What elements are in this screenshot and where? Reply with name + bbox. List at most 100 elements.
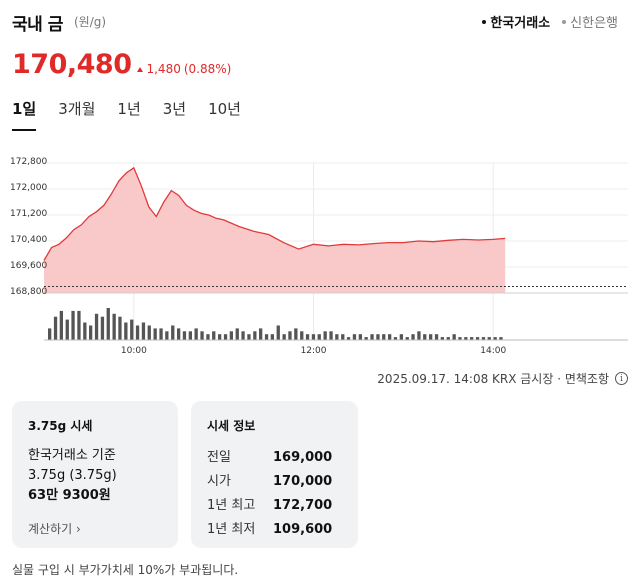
calculate-link[interactable]: 계산하기 › <box>28 522 81 536</box>
volume-bar <box>388 334 392 340</box>
volume-bar <box>118 316 122 340</box>
volume-bar <box>48 328 52 340</box>
y-tick-label: 168,800 <box>10 287 48 297</box>
volume-bar <box>475 337 480 340</box>
volume-bar <box>100 316 105 340</box>
current-price: 170,480 <box>12 49 132 80</box>
volume-bar <box>223 334 228 340</box>
volume-bar <box>206 334 210 340</box>
info-value: 170,000 <box>273 474 333 489</box>
change-amount: 1,480 <box>146 62 181 76</box>
volume-bar <box>229 331 233 340</box>
volume-bar <box>124 322 128 340</box>
page-title: 국내 금 <box>12 15 63 35</box>
volume-bar <box>247 334 251 340</box>
volume-bar <box>83 322 87 340</box>
info-row-1y-low: 1년 최저 109,600 <box>207 518 342 542</box>
volume-bar <box>218 334 222 340</box>
volume-bar <box>270 334 274 340</box>
volume-bar <box>446 337 450 340</box>
price-row: 170,480 1,480 (0.88%) <box>12 44 231 80</box>
header: 국내 금 (원/g) 한국거래소 신한은행 <box>12 10 628 36</box>
card1-weight: 3.75g (3.75g) <box>28 468 117 483</box>
volume-bar <box>94 313 99 340</box>
info-icon[interactable]: i <box>615 372 628 385</box>
volume-bar <box>106 308 110 340</box>
volume-bar <box>458 337 462 340</box>
card-3.75g-price: 3.75g 시세 한국거래소 기준 3.75g (3.75g) 63만 9300… <box>12 401 178 548</box>
y-tick-label: 172,800 <box>10 157 48 167</box>
info-label: 전일 <box>207 450 231 465</box>
volume-bar <box>358 334 362 340</box>
info-label: 1년 최저 <box>207 522 256 537</box>
volume-bar <box>147 325 151 340</box>
volume-bar <box>241 331 245 340</box>
tab-3y[interactable]: 3년 <box>162 100 187 118</box>
volume-bar <box>423 334 427 340</box>
tab-1d[interactable]: 1일 <box>12 98 37 131</box>
card-price-info: 시세 정보 전일 169,000 시가 170,000 1년 최고 172,70… <box>191 401 358 548</box>
volume-bar <box>464 337 468 340</box>
volume-bar <box>493 337 497 340</box>
info-row-1y-high: 1년 최고 172,700 <box>207 494 342 518</box>
volume-bar <box>171 325 175 340</box>
volume-bar <box>165 331 169 340</box>
volume-bar <box>352 334 357 340</box>
volume-bar <box>159 328 163 340</box>
volume-bar <box>77 310 81 340</box>
volume-bar <box>200 331 204 340</box>
volume-bar <box>417 331 421 340</box>
info-label: 시가 <box>207 474 231 489</box>
volume-bar <box>329 331 333 340</box>
volume-bar <box>305 334 310 340</box>
volume-bar <box>212 331 216 340</box>
volume-bar <box>364 337 368 340</box>
card1-price: 63만 9300원 <box>28 488 111 503</box>
volume-bar <box>323 331 327 340</box>
volume-bar <box>393 337 398 340</box>
volume-bar <box>481 337 486 340</box>
volume-bar <box>177 328 181 340</box>
source-krx[interactable]: 한국거래소 <box>482 12 550 31</box>
volume-bar <box>311 334 316 340</box>
tab-1y[interactable]: 1년 <box>117 100 141 118</box>
volume-bar <box>317 334 321 340</box>
tab-3m[interactable]: 3개월 <box>58 100 96 118</box>
volume-bar <box>440 337 444 340</box>
volume-bar <box>376 334 380 340</box>
unit-label: (원/g) <box>74 15 107 29</box>
x-tick-label: 10:00 <box>121 346 147 356</box>
volume-bar <box>141 322 146 340</box>
volume-bar <box>53 316 58 340</box>
meta-row: 2025.09.17. 14:08 KRX 금시장 · 면책조항 i <box>377 370 628 387</box>
volume-bar <box>253 331 257 340</box>
volume-bar <box>411 334 415 340</box>
volume-bar <box>194 328 198 340</box>
info-value: 109,600 <box>273 522 333 537</box>
volume-bar <box>65 319 69 340</box>
volume-bar <box>130 319 134 340</box>
x-tick-label: 14:00 <box>480 346 506 356</box>
info-row-open: 시가 170,000 <box>207 470 342 494</box>
tab-10y[interactable]: 10년 <box>208 100 241 118</box>
price-area <box>44 167 506 293</box>
volume-bar <box>346 337 351 340</box>
volume-bar <box>487 337 491 340</box>
info-value: 169,000 <box>273 450 333 465</box>
price-chart[interactable]: 10:00 12:00 14:00 <box>0 150 640 360</box>
volume-bar <box>341 334 345 340</box>
volume-bar <box>112 313 116 340</box>
card2-title: 시세 정보 <box>207 419 256 433</box>
volume-bar <box>294 328 298 340</box>
volume-bar <box>470 337 474 340</box>
volume-bar <box>71 310 75 340</box>
source-selector: 한국거래소 신한은행 <box>482 12 618 31</box>
volume-bar <box>264 334 269 340</box>
vat-footnote: 실물 구입 시 부가가치세 10%가 부과됩니다. <box>12 563 239 577</box>
volume-bar <box>452 334 456 340</box>
y-tick-label: 171,200 <box>10 209 48 219</box>
volume-bar <box>259 328 263 340</box>
source-shinhan-label: 신한은행 <box>570 16 618 31</box>
card1-basis: 한국거래소 기준 <box>28 448 116 463</box>
source-shinhan[interactable]: 신한은행 <box>562 12 618 31</box>
